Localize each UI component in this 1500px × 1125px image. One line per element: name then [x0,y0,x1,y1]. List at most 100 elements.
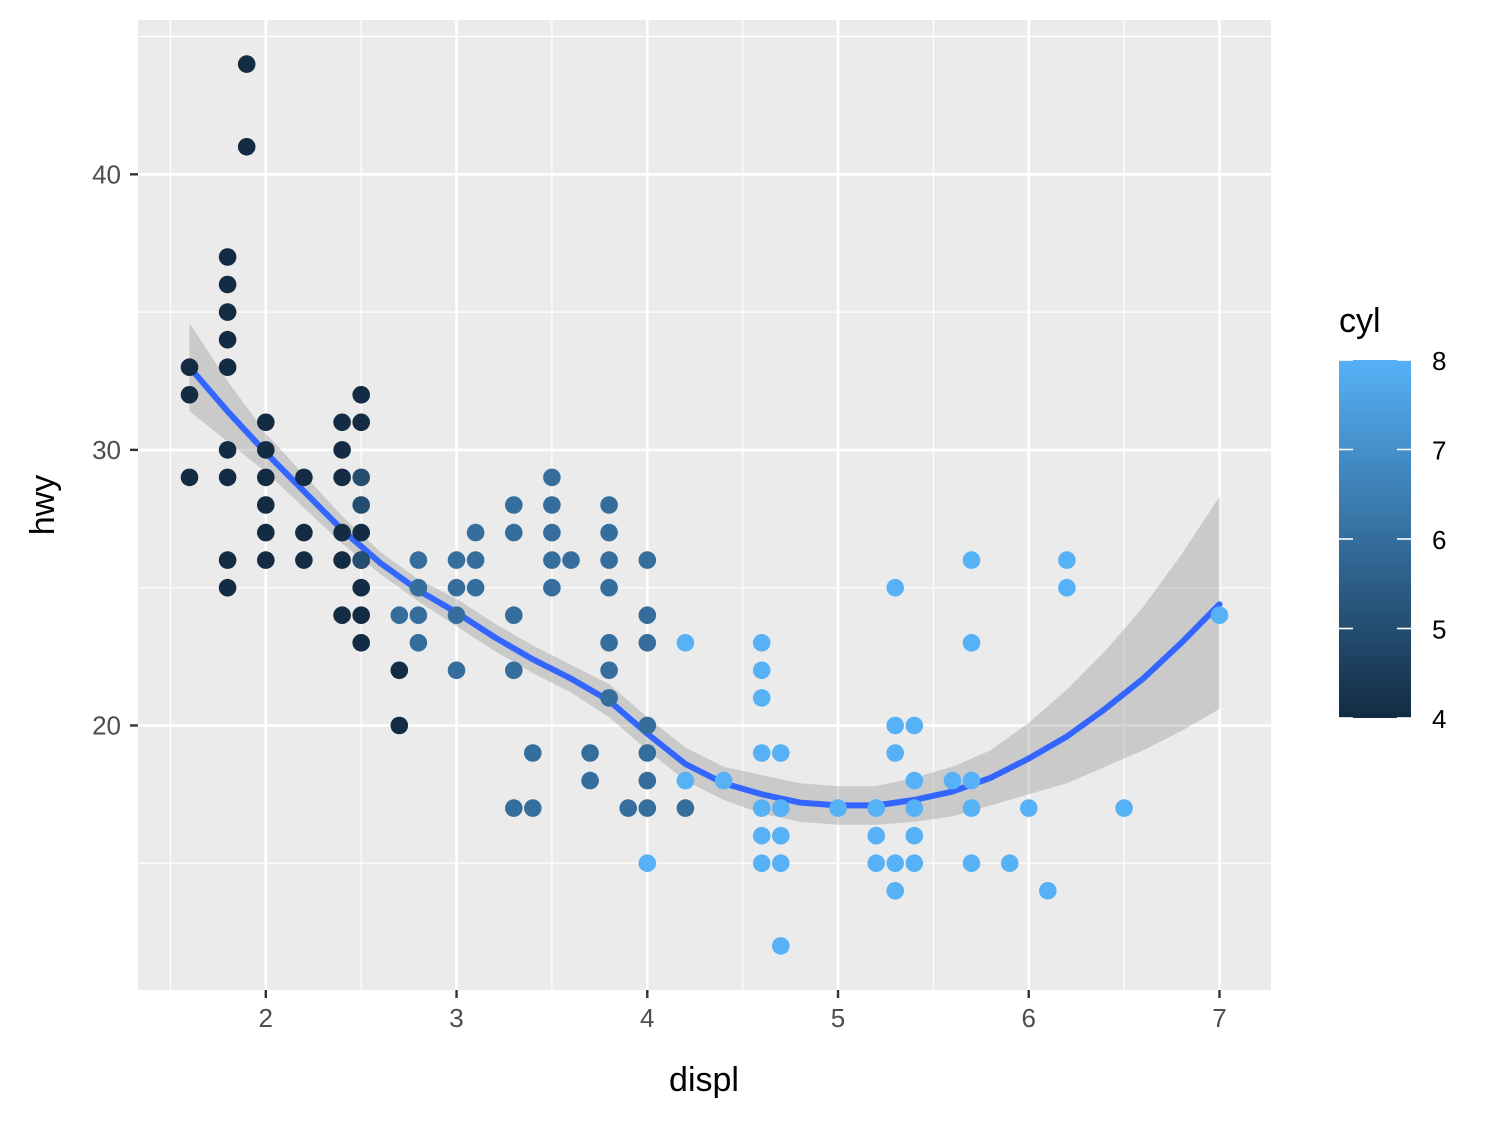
data-point [352,386,371,404]
data-point [886,716,904,735]
data-point [1000,854,1019,872]
data-point [257,523,275,542]
data-point [676,634,695,652]
data-point [962,551,981,569]
data-point [524,799,542,817]
legend: cyl 4 5 6 7 8 [1339,302,1446,734]
data-point [752,799,771,817]
data-point [543,468,561,487]
smooth-line [186,364,1223,809]
data-point [962,799,981,817]
legend-tick-label: 5 [1432,615,1446,645]
plot-panel [138,20,1271,990]
data-point [886,882,904,900]
data-point [333,551,351,569]
data-point [752,689,771,707]
data-point [466,551,485,569]
data-point [352,606,371,624]
legend-title: cyl [1339,302,1381,340]
data-point [218,551,237,569]
data-point [333,606,351,624]
data-point [333,413,351,432]
data-point [581,744,599,762]
data-point [1058,551,1076,569]
data-point [676,771,695,790]
data-point [218,468,237,487]
data-point [257,413,275,432]
data-point [619,799,637,817]
data-point [905,826,924,845]
data-point [352,468,371,487]
data-point [543,578,561,597]
data-point [752,661,771,680]
data-point [390,661,409,680]
data-point [581,771,599,790]
data-point [352,413,371,432]
data-point [772,937,790,955]
x-tick-label: 2 [259,1003,273,1033]
data-point [257,551,275,569]
data-point [257,468,275,487]
data-point [352,496,371,514]
data-point [466,578,485,597]
data-point [867,854,885,872]
data-point [543,551,561,569]
data-point [886,744,904,762]
smooth-layer [186,323,1223,825]
data-point [218,275,237,294]
data-point [218,578,237,597]
data-point [237,138,256,156]
data-point [295,551,313,569]
data-point [180,468,199,487]
data-point [218,358,237,377]
data-point [295,468,313,487]
data-point [600,551,618,569]
legend-tick-label: 8 [1432,346,1446,376]
data-point [218,248,237,266]
data-point [1020,799,1038,817]
data-point [352,578,371,597]
data-point [543,496,561,514]
data-point [638,799,657,817]
x-tick-label: 7 [1212,1003,1226,1033]
data-point [180,386,199,404]
data-point [867,799,885,817]
data-point [333,468,351,487]
data-point [867,826,885,845]
y-axis-title: hwy [24,475,62,535]
data-point [600,689,618,707]
data-point [772,854,790,872]
data-point [352,634,371,652]
x-tick-label: 5 [831,1003,845,1033]
data-point [333,441,351,459]
data-point [295,523,313,542]
data-point [218,303,237,321]
data-point [772,744,790,762]
data-point [943,771,962,790]
data-point [505,661,523,680]
legend-ticks: 4 5 6 7 8 [1339,346,1446,734]
data-point [257,496,275,514]
data-point [1039,882,1057,900]
data-point [829,799,847,817]
legend-tick-label: 4 [1432,704,1446,734]
data-point [886,578,904,597]
legend-tick-label: 7 [1432,436,1446,466]
data-point [390,716,409,735]
y-tick-label: 30 [92,435,121,465]
data-point [638,606,657,624]
data-point [524,744,542,762]
data-point [714,771,733,790]
data-point [752,826,771,845]
data-point [638,716,657,735]
data-point [218,330,237,349]
data-point [466,523,485,542]
data-point [352,551,371,569]
data-point [447,578,466,597]
data-point [1210,606,1229,624]
data-point [600,578,618,597]
data-point [218,441,237,459]
data-point [447,551,466,569]
data-point [447,661,466,680]
